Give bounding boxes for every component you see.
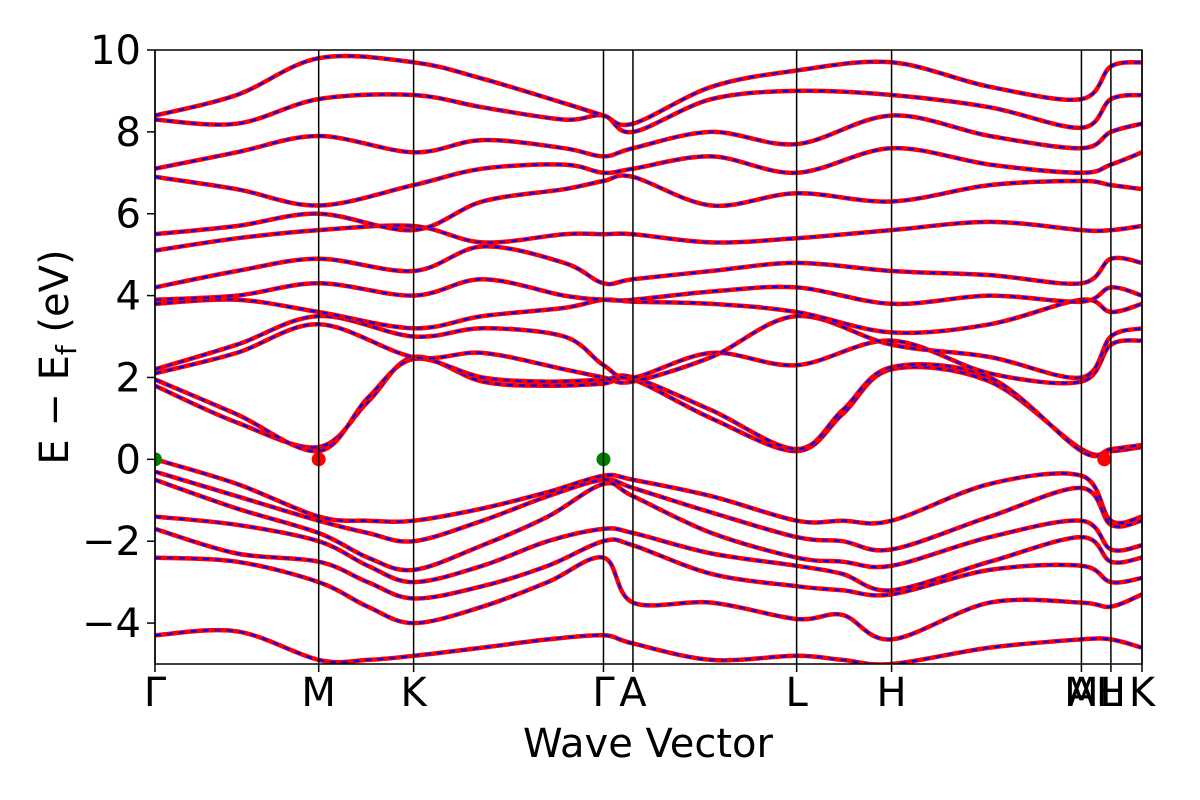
band-line-overlay [155, 628, 1142, 664]
x-axis-label: Wave Vector [523, 721, 774, 767]
y-tick-label: 8 [116, 110, 141, 156]
plot-frame [154, 49, 1143, 665]
band-line-overlay [155, 470, 1142, 552]
x-tick-label: Γ [592, 670, 615, 716]
band-lines [155, 53, 1142, 664]
band-line-overlay [155, 245, 1142, 289]
y-axis-label-subscript: f [50, 344, 83, 355]
x-tick-label: L [1100, 670, 1123, 716]
y-tick-label: −4 [82, 601, 141, 647]
band-line [155, 113, 1142, 171]
x-tick-label: H [877, 670, 907, 716]
band-line-overlay [155, 147, 1142, 207]
x-tick-label: K [1129, 670, 1157, 716]
y-tick-label: 4 [116, 274, 141, 320]
x-tick-label: L [785, 670, 808, 716]
y-tick-label: 6 [116, 192, 141, 238]
band-line [155, 627, 1142, 664]
x-tick-label: A [1068, 670, 1096, 716]
band-line-overlay [155, 527, 1142, 600]
band-line-overlay [155, 54, 1142, 127]
x-tick-label: M [301, 670, 336, 716]
cbm-marker [1097, 452, 1112, 467]
x-tick-label: M [1064, 670, 1099, 716]
band-line [155, 244, 1142, 290]
band-line-overlay [155, 458, 1142, 525]
band-line-overlay [155, 515, 1142, 592]
band-line-overlay [155, 114, 1142, 170]
y-axis-label-unit: (eV) [32, 249, 78, 345]
y-tick-label: 0 [116, 437, 141, 483]
y-tick-label: 2 [116, 355, 141, 401]
band-line-overlay [155, 314, 1142, 385]
band-line-overlay [155, 220, 1142, 252]
y-tick-label: 10 [90, 28, 141, 74]
x-tick-label: H [1096, 670, 1126, 716]
band-line [155, 145, 1142, 208]
band-line-overlay [155, 89, 1142, 134]
vbm-marker [155, 452, 162, 467]
x-axis: Γ M K Γ A L H AM LH K [144, 664, 1157, 716]
y-tick-label: −2 [82, 519, 141, 565]
x-tick-label: A [619, 670, 647, 716]
plot-area [155, 53, 1142, 664]
y-axis: 10 8 6 4 2 0 −2 −4 [82, 28, 155, 647]
y-axis-label-main: E − E [32, 355, 78, 465]
y-axis-label: E − Ef (eV) [32, 249, 83, 464]
x-tick-label: Γ [144, 670, 167, 716]
extrema-markers [155, 452, 1112, 467]
x-tick-label: K [400, 670, 428, 716]
band-line [155, 276, 1142, 307]
band-line-overlay [155, 174, 1142, 236]
band-line [155, 53, 1142, 128]
